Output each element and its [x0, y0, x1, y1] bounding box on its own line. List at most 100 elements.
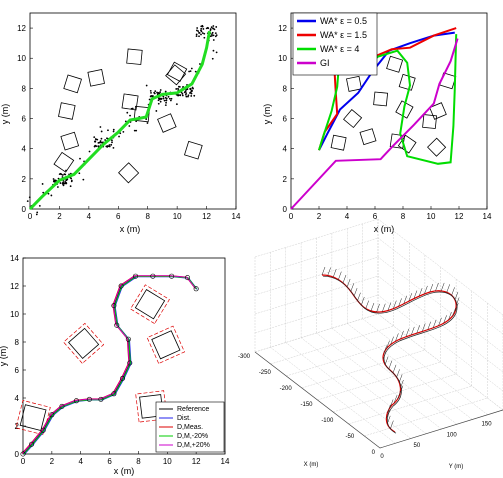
p4-vector-arrow — [382, 303, 386, 312]
p4-vector-arrow — [416, 325, 420, 334]
p3-waypoint — [184, 275, 190, 281]
p1-cluster-point — [94, 144, 97, 147]
p4-vector-arrow — [455, 297, 460, 306]
p1-point — [159, 89, 162, 91]
p1-point — [188, 70, 190, 73]
p1-point — [130, 107, 133, 110]
p1-cluster-point — [190, 95, 193, 97]
p1-cluster-point — [210, 26, 213, 29]
p1-point — [135, 129, 138, 132]
p4-grid-line — [377, 256, 503, 354]
p2-series-line-2 — [318, 34, 458, 165]
p4-vector-arrow — [357, 292, 361, 301]
p2-obstacle — [395, 100, 414, 119]
p1-ytick-label: 6 — [22, 115, 27, 124]
p1-cluster-point — [201, 25, 204, 28]
p1-cluster-point — [54, 179, 57, 182]
p1-point — [36, 211, 39, 214]
p4-ytick-label: 150 — [482, 422, 493, 428]
p1-obstacle — [157, 113, 177, 133]
p2-obstacle — [346, 75, 362, 92]
p4-xtick-label: -200 — [280, 386, 293, 392]
p3-legend-item-2: D,Meas. — [177, 424, 203, 431]
p4-vector-arrow — [321, 266, 326, 276]
p3-obstacle — [68, 327, 100, 359]
p3-waypoint — [49, 412, 55, 418]
p4-vector-arrow — [443, 315, 447, 324]
p4-vector-arrow — [403, 295, 407, 304]
p1-point — [133, 129, 136, 132]
p4-vector-arrow — [390, 420, 394, 429]
p1-cluster-point — [100, 141, 103, 144]
p1-cluster-point — [196, 27, 199, 29]
p4-grid-line — [254, 313, 379, 353]
p1-cluster-point — [195, 33, 198, 36]
p3-waypoint — [111, 303, 117, 309]
p1-cluster-point — [108, 145, 111, 148]
p2-ytick-label: 8 — [283, 84, 288, 93]
p4-grid-line — [377, 218, 503, 316]
p1-point — [128, 125, 131, 127]
p1-obstacle — [126, 48, 143, 65]
p2-xtick-label: 6 — [373, 212, 378, 221]
p1-xtick-label: 14 — [232, 212, 241, 221]
p4-grid-line — [254, 256, 379, 296]
p4-grid-line — [285, 342, 411, 439]
p4-vector-arrow — [346, 278, 351, 288]
p1-cluster-point — [99, 141, 101, 144]
p4-ytick-label: 50 — [414, 443, 421, 449]
p4-vector-arrow — [386, 340, 390, 349]
p1-cluster-point — [209, 35, 212, 38]
p1-cluster-point — [165, 99, 168, 102]
p4-vector-arrow — [422, 323, 426, 332]
p4-vector-arrow — [399, 385, 404, 394]
p4-xtick-label: -250 — [259, 370, 272, 376]
p4-grid-line — [286, 337, 410, 377]
p1-point — [169, 99, 172, 102]
p3-waypoint — [193, 286, 199, 292]
p1-cluster-point — [198, 32, 200, 34]
p3-waypoint — [111, 391, 117, 397]
p3-ytick-label: 10 — [10, 310, 19, 319]
p1-cluster-point — [200, 33, 202, 36]
p1-point — [164, 90, 167, 93]
p4-vector-arrow — [361, 296, 365, 306]
p4-xtick-label: 0 — [372, 450, 376, 456]
p1-cluster-point — [187, 94, 190, 97]
p4-ylabel: Y (m) — [449, 464, 464, 470]
p1-cluster-point — [108, 144, 111, 146]
p1-point — [65, 169, 67, 172]
p1-point — [155, 110, 158, 112]
p4-3d-grid — [254, 218, 503, 449]
p2-obstacle — [386, 55, 404, 73]
p4-grid-line — [333, 373, 457, 413]
p1-xtick-label: 12 — [202, 212, 211, 221]
p4-vector-arrow — [397, 390, 401, 400]
p3-ylabel: y (m) — [0, 346, 8, 367]
p4-vector-arrow — [390, 336, 394, 345]
p1-cluster-point — [202, 28, 205, 30]
p4-ytick-label: 100 — [447, 432, 458, 438]
p4-xtick-label: -300 — [238, 354, 251, 360]
p1-cluster-point — [211, 31, 214, 34]
p4-xtick-label: -100 — [321, 418, 334, 424]
p1-cluster-point — [183, 91, 186, 94]
panel-robustness: 0 2 4 6 8 10 12 14 0 2 4 6 8 10 12 14 Reference Dist. … — [0, 254, 230, 476]
p4-grid-line — [377, 275, 503, 373]
p2-legend: WA* ε = 0.5 WA* ε = 1.5 WA* ε = 4 GI — [292, 12, 378, 76]
p3-waypoint — [150, 273, 156, 279]
p1-cluster-point — [107, 145, 110, 148]
p1-point — [56, 186, 59, 188]
p1-cluster-point — [111, 139, 113, 142]
p4-vector-arrow — [376, 303, 380, 313]
p3-xtick-label: 14 — [221, 457, 230, 466]
p1-cluster-point — [198, 35, 200, 38]
p1-cluster-point — [195, 35, 198, 38]
p1-point — [135, 120, 138, 123]
p1-point — [212, 39, 215, 41]
p2-xlabel: x (m) — [374, 224, 395, 234]
p4-grid-line — [254, 237, 379, 277]
p2-xtick-label: 14 — [483, 212, 492, 221]
p4-grid-line — [362, 318, 488, 415]
p3-legend-item-3: D,M,-20% — [177, 433, 208, 440]
